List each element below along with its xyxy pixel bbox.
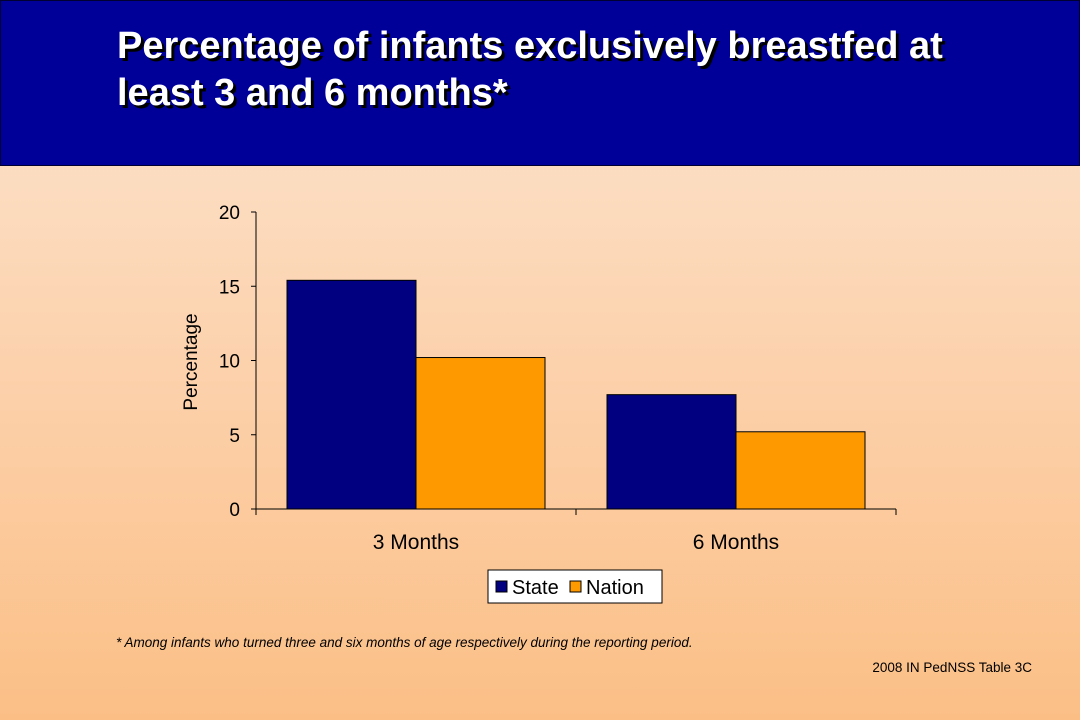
y-axis-label: Percentage	[181, 313, 202, 410]
y-tick-label: 0	[229, 500, 240, 521]
source-citation: 2008 IN PedNSS Table 3C	[872, 660, 1032, 675]
y-tick-label: 20	[219, 203, 240, 224]
title-banner: Percentage of infants exclusively breast…	[0, 0, 1080, 166]
y-tick-label: 10	[219, 352, 240, 373]
legend-swatch-nation	[569, 580, 582, 593]
bar-state-2	[606, 394, 737, 510]
x-tick-label: 3 Months	[373, 531, 459, 554]
bar-state-1	[286, 279, 417, 510]
x-tick-label: 6 Months	[693, 531, 779, 554]
legend-label-nation: Nation	[586, 577, 644, 599]
slide-title: Percentage of infants exclusively breast…	[117, 25, 943, 114]
bar-nation-2	[735, 431, 866, 510]
footnote: * Among infants who turned three and six…	[116, 635, 693, 650]
legend-swatch-state	[495, 580, 508, 593]
legend-label-state: State	[512, 577, 559, 599]
bar-nation-1	[415, 357, 546, 510]
y-tick-label: 15	[219, 277, 240, 298]
y-tick-label: 5	[229, 426, 240, 447]
